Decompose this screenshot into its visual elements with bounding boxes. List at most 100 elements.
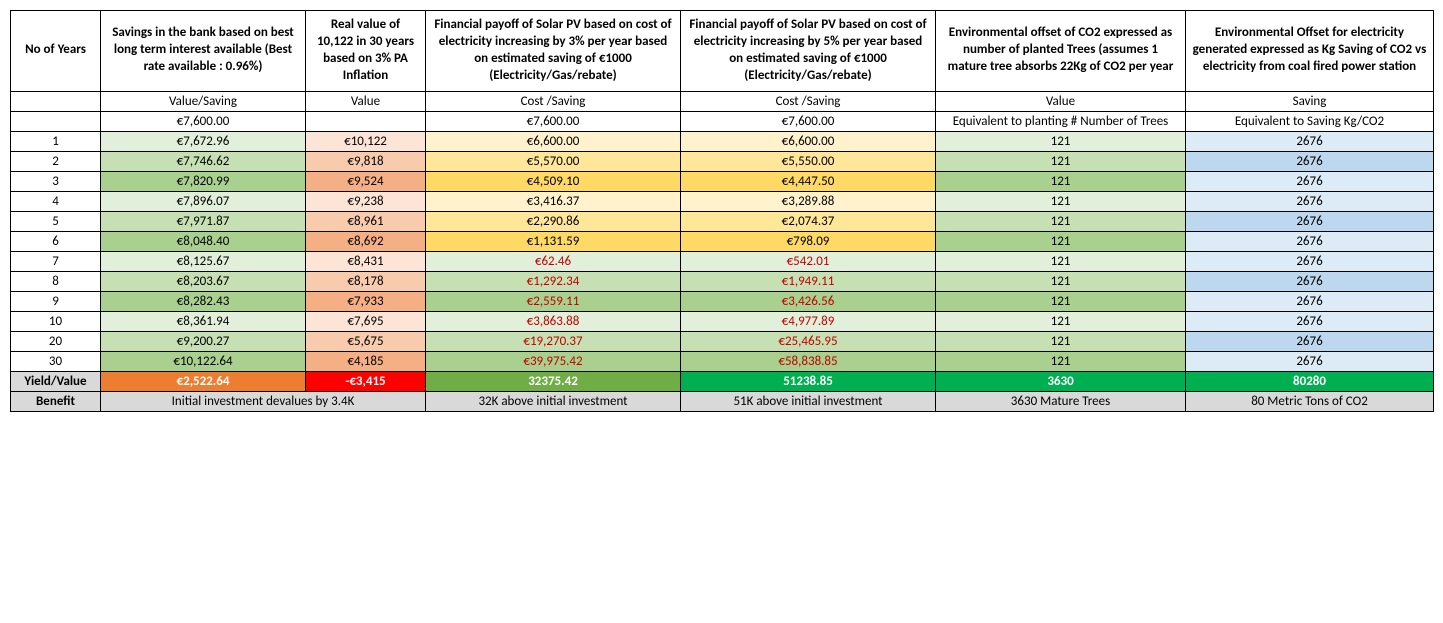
cell-co2: 2676 — [1186, 211, 1434, 231]
cell-payoff-5: €542.01 — [681, 251, 936, 271]
cell-trees: 121 — [936, 311, 1186, 331]
table-row: 20€9,200.27€5,675€19,270.37€25,465.95121… — [11, 331, 1434, 351]
yield-b: -€3,415 — [306, 371, 426, 391]
yield-a: €2,522.64 — [101, 371, 306, 391]
subheader-f: Saving — [1186, 91, 1434, 111]
cell-trees: 121 — [936, 291, 1186, 311]
cell-co2: 2676 — [1186, 231, 1434, 251]
cell-trees: 121 — [936, 251, 1186, 271]
subheader-a: Value/Saving — [101, 91, 306, 111]
cell-co2: 2676 — [1186, 271, 1434, 291]
cell-co2: 2676 — [1186, 291, 1434, 311]
cell-trees: 121 — [936, 271, 1186, 291]
cell-trees: 121 — [936, 191, 1186, 211]
cell-payoff-5: €6,600.00 — [681, 131, 936, 151]
initial-e: Equivalent to planting # Number of Trees — [936, 111, 1186, 131]
cell-trees: 121 — [936, 331, 1186, 351]
cell-real-value: €9,524 — [306, 171, 426, 191]
cell-payoff-3: €19,270.37 — [426, 331, 681, 351]
cell-trees: 121 — [936, 131, 1186, 151]
cell-savings: €8,282.43 — [101, 291, 306, 311]
header-trees: Environmental offset of CO2 expressed as… — [936, 11, 1186, 92]
cell-real-value: €10,122 — [306, 131, 426, 151]
cell-savings: €7,672.96 — [101, 131, 306, 151]
table-row: 6€8,048.40€8,692€1,131.59€798.091212676 — [11, 231, 1434, 251]
cell-savings: €10,122.64 — [101, 351, 306, 371]
cell-savings: €8,203.67 — [101, 271, 306, 291]
benefit-c: 32K above initial investment — [426, 391, 681, 411]
table-row: 1€7,672.96€10,122€6,600.00€6,600.0012126… — [11, 131, 1434, 151]
initial-d: €7,600.00 — [681, 111, 936, 131]
cell-year: 30 — [11, 351, 101, 371]
cell-payoff-3: €39,975.42 — [426, 351, 681, 371]
cell-payoff-5: €4,447.50 — [681, 171, 936, 191]
cell-payoff-5: €798.09 — [681, 231, 936, 251]
cell-real-value: €5,675 — [306, 331, 426, 351]
cell-savings: €7,746.62 — [101, 151, 306, 171]
cell-co2: 2676 — [1186, 331, 1434, 351]
cell-payoff-3: €2,290.86 — [426, 211, 681, 231]
cell-year: 2 — [11, 151, 101, 171]
header-years: No of Years — [11, 11, 101, 92]
table-row: 4€7,896.07€9,238€3,416.37€3,289.88121267… — [11, 191, 1434, 211]
cell-co2: 2676 — [1186, 131, 1434, 151]
initial-c: €7,600.00 — [426, 111, 681, 131]
cell-payoff-3: €4,509.10 — [426, 171, 681, 191]
comparison-table: No of Years Savings in the bank based on… — [10, 10, 1434, 412]
cell-payoff-3: €1,292.34 — [426, 271, 681, 291]
subheader-d: Cost /Saving — [681, 91, 936, 111]
cell-payoff-3: €62.46 — [426, 251, 681, 271]
cell-payoff-5: €2,074.37 — [681, 211, 936, 231]
yield-e: 3630 — [936, 371, 1186, 391]
yield-c: 32375.42 — [426, 371, 681, 391]
initial-f: Equivalent to Saving Kg/CO2 — [1186, 111, 1434, 131]
cell-trees: 121 — [936, 211, 1186, 231]
cell-real-value: €9,238 — [306, 191, 426, 211]
benefit-f: 80 Metric Tons of CO2 — [1186, 391, 1434, 411]
table-row: 30€10,122.64€4,185€39,975.42€58,838.8512… — [11, 351, 1434, 371]
subheader-b: Value — [306, 91, 426, 111]
cell-payoff-3: €3,863.88 — [426, 311, 681, 331]
table-row: 2€7,746.62€9,818€5,570.00€5,550.00121267… — [11, 151, 1434, 171]
yield-row: Yield/Value€2,522.64-€3,41532375.4251238… — [11, 371, 1434, 391]
benefit-e: 3630 Mature Trees — [936, 391, 1186, 411]
benefit-d: 51K above initial investment — [681, 391, 936, 411]
initial-row: €7,600.00€7,600.00€7,600.00Equivalent to… — [11, 111, 1434, 131]
cell-co2: 2676 — [1186, 151, 1434, 171]
cell-trees: 121 — [936, 171, 1186, 191]
cell-savings: €7,971.87 — [101, 211, 306, 231]
cell-year: 8 — [11, 271, 101, 291]
benefit-ab: Initial investment devalues by 3.4K — [101, 391, 426, 411]
table-body: Value/SavingValueCost /SavingCost /Savin… — [11, 91, 1434, 411]
cell-payoff-3: €6,600.00 — [426, 131, 681, 151]
subheader-row: Value/SavingValueCost /SavingCost /Savin… — [11, 91, 1434, 111]
initial-blank — [11, 111, 101, 131]
cell-year: 10 — [11, 311, 101, 331]
cell-savings: €7,896.07 — [101, 191, 306, 211]
cell-year: 7 — [11, 251, 101, 271]
cell-payoff-5: €25,465.95 — [681, 331, 936, 351]
cell-payoff-3: €2,559.11 — [426, 291, 681, 311]
cell-payoff-5: €58,838.85 — [681, 351, 936, 371]
cell-co2: 2676 — [1186, 251, 1434, 271]
cell-payoff-5: €3,289.88 — [681, 191, 936, 211]
table-row: 9€8,282.43€7,933€2,559.11€3,426.56121267… — [11, 291, 1434, 311]
yield-label: Yield/Value — [11, 371, 101, 391]
cell-trees: 121 — [936, 151, 1186, 171]
cell-year: 20 — [11, 331, 101, 351]
table-row: 10€8,361.94€7,695€3,863.88€4,977.8912126… — [11, 311, 1434, 331]
cell-payoff-5: €1,949.11 — [681, 271, 936, 291]
cell-real-value: €7,695 — [306, 311, 426, 331]
initial-b — [306, 111, 426, 131]
cell-payoff-3: €1,131.59 — [426, 231, 681, 251]
cell-real-value: €8,961 — [306, 211, 426, 231]
cell-co2: 2676 — [1186, 171, 1434, 191]
cell-payoff-5: €5,550.00 — [681, 151, 936, 171]
cell-real-value: €7,933 — [306, 291, 426, 311]
cell-year: 1 — [11, 131, 101, 151]
header-real-value: Real value of 10,122 in 30 years based o… — [306, 11, 426, 92]
cell-payoff-5: €4,977.89 — [681, 311, 936, 331]
cell-real-value: €8,431 — [306, 251, 426, 271]
header-payoff-5pct: Financial payoff of Solar PV based on co… — [681, 11, 936, 92]
subheader-c: Cost /Saving — [426, 91, 681, 111]
